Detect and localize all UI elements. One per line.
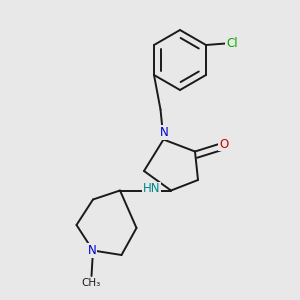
Text: Cl: Cl bbox=[226, 37, 238, 50]
Text: N: N bbox=[160, 126, 169, 140]
Text: O: O bbox=[219, 137, 228, 151]
Text: N: N bbox=[88, 244, 97, 257]
Text: HN: HN bbox=[143, 182, 160, 196]
Text: CH₃: CH₃ bbox=[82, 278, 101, 289]
